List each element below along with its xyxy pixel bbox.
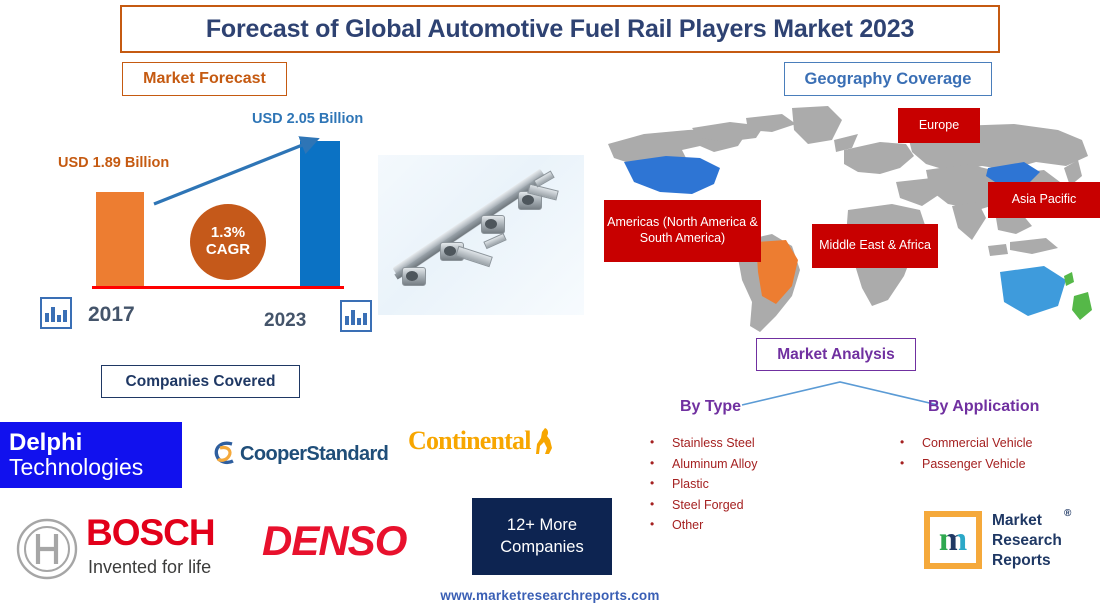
list-item: Steel Forged [650, 498, 757, 512]
map-highlight-australia [1000, 266, 1066, 316]
mrr-line-3: Reports [992, 552, 1051, 569]
map-highlight-png [1064, 272, 1074, 286]
growth-arrow-icon [153, 136, 320, 206]
logo-denso: DENSO [262, 513, 442, 569]
footer-website-url[interactable]: www.marketresearchreports.com [440, 588, 660, 603]
mrr-mark-letter: m [938, 521, 968, 558]
geo-label-asia-pacific: Asia Pacific [988, 182, 1100, 218]
continental-wordmark: Continental [408, 426, 531, 455]
cagr-badge: 1.3% CAGR [190, 204, 266, 280]
more-companies-badge: 12+ More Companies [472, 498, 612, 575]
list-item: Passenger Vehicle [900, 457, 1032, 471]
denso-wordmark: DENSO [262, 517, 407, 564]
market-forecast-label: Market Forecast [143, 70, 266, 87]
more-companies-line-2: Companies [500, 537, 584, 556]
section-header-geography-coverage: Geography Coverage [784, 62, 992, 96]
fuel-rail-product-image [378, 155, 584, 315]
logo-continental: Continental [408, 423, 574, 459]
delphi-line-2: Technologies [9, 453, 144, 480]
page-title-box: Forecast of Global Automotive Fuel Rail … [120, 5, 1000, 53]
map-highlight-usa [624, 156, 720, 194]
continental-horse-icon [535, 428, 552, 454]
analysis-connector-lines [741, 381, 939, 406]
axis-label-2023: 2023 [264, 310, 307, 331]
more-companies-line-1: 12+ More [506, 516, 578, 535]
by-application-heading: By Application [928, 398, 1040, 415]
map-highlight-brazil [756, 240, 798, 304]
geography-coverage-label: Geography Coverage [804, 69, 972, 88]
map-highlight-mongolia [986, 162, 1040, 184]
cagr-percent: 1.3% [210, 224, 246, 242]
logo-bosch: BOSCH Invented for life [8, 510, 240, 584]
cagr-label: CAGR [205, 241, 251, 258]
mrr-mark-icon: m [924, 511, 982, 569]
bar-2023 [300, 141, 340, 287]
bar-chart-icon-right [340, 300, 372, 332]
map-highlight-newzealand [1072, 292, 1092, 320]
by-type-list: Stainless Steel Aluminum Alloy Plastic S… [650, 436, 757, 540]
cooper-standard-mark-icon [214, 441, 234, 465]
bar-value-label-2017: USD 1.89 Billion [58, 155, 170, 171]
bar-value-label-2023: USD 2.05 Billion [252, 111, 364, 127]
registered-trademark-icon: ® [1064, 508, 1072, 519]
list-item: Aluminum Alloy [650, 457, 757, 471]
geo-label-europe: Europe [898, 108, 980, 143]
geo-label-americas: Americas (North America & South America) [604, 200, 761, 262]
list-item: Stainless Steel [650, 436, 757, 450]
page-title: Forecast of Global Automotive Fuel Rail … [205, 14, 915, 43]
companies-covered-label: Companies Covered [125, 372, 276, 390]
by-application-list: Commercial Vehicle Passenger Vehicle [900, 436, 1032, 478]
delphi-line-1: Delphi [9, 429, 83, 457]
bar-chart-icon-left [40, 297, 72, 329]
logo-delphi-technologies: Delphi Technologies [0, 422, 182, 488]
market-analysis-label: Market Analysis [777, 345, 895, 363]
mrr-line-1: Market [992, 512, 1042, 529]
geo-label-middle-east-africa: Middle East & Africa [812, 224, 938, 268]
by-type-heading: By Type [680, 398, 742, 415]
axis-label-2017: 2017 [88, 303, 135, 326]
section-header-companies-covered: Companies Covered [101, 365, 300, 398]
list-item: Commercial Vehicle [900, 436, 1032, 450]
cooper-standard-wordmark: CooperStandard [240, 442, 389, 465]
list-item: Plastic [650, 477, 757, 491]
list-item: Other [650, 518, 757, 532]
bosch-tagline: Invented for life [88, 557, 212, 577]
logo-market-research-reports: m Market Research Reports ® [924, 505, 1092, 577]
section-header-market-analysis: Market Analysis [756, 338, 916, 371]
mrr-line-2: Research [992, 532, 1062, 549]
bosch-mark-icon [16, 518, 78, 580]
logo-cooper-standard: CooperStandard [212, 437, 392, 471]
section-header-market-forecast: Market Forecast [122, 62, 287, 96]
bosch-wordmark: BOSCH [86, 512, 216, 553]
chart-baseline [92, 286, 344, 289]
bar-2017 [96, 192, 144, 287]
